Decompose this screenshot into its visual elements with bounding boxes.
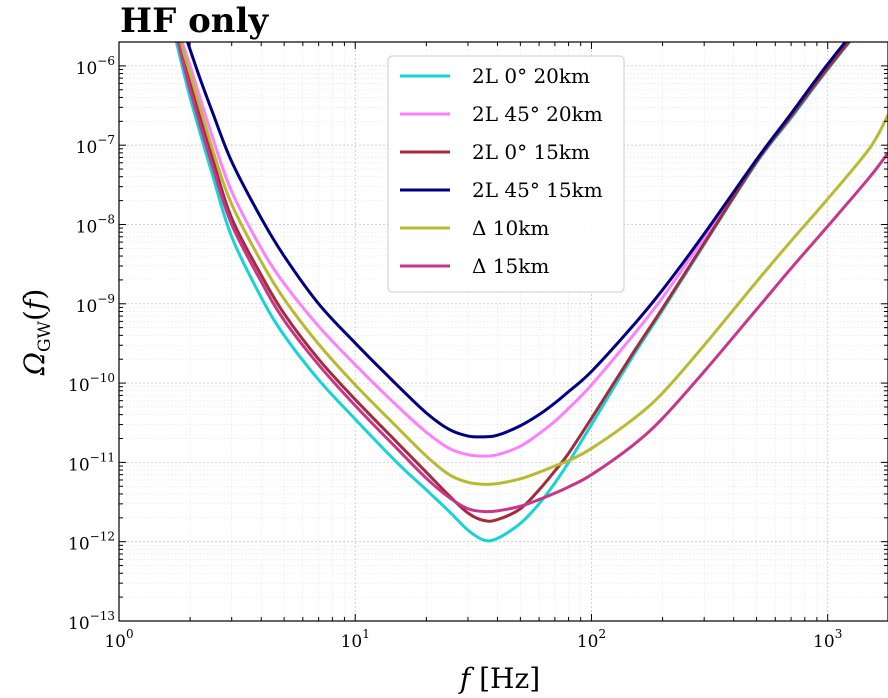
x-tick-label: 100: [104, 627, 133, 652]
grid: [118, 41, 888, 622]
legend: 2L 0° 20km 2L 45° 20km 2L 0° 15km 2L 45° 15…: [387, 55, 625, 293]
series-line-3: [186, 42, 848, 439]
plot-frame: [118, 41, 888, 622]
legend-label: 2L 0° 20km: [472, 64, 590, 88]
series-layer: [174, 42, 888, 543]
y-tick-label: 10−7: [76, 133, 115, 158]
legend-label: 2L 45° 20km: [472, 102, 603, 126]
y-tick-label: 10−6: [76, 54, 115, 79]
y-tick-label: 10−10: [68, 371, 115, 396]
legend-label: 2L 45° 15km: [472, 178, 603, 202]
legend-label: Δ 15km: [472, 254, 549, 278]
series-line-4: [179, 42, 888, 486]
legend-label: 2L 0° 15km: [472, 140, 590, 164]
series-line-2: [177, 42, 851, 523]
chart-title: HF only: [120, 1, 269, 41]
x-tick-label: 102: [577, 627, 606, 652]
y-tick-label: 10−13: [68, 609, 115, 634]
x-tick-label: 103: [813, 627, 842, 652]
x-axis-label: f [Hz]: [458, 662, 540, 695]
series-line-5: [176, 42, 888, 514]
legend-label: Δ 10km: [472, 216, 549, 240]
x-tick-label: 101: [341, 627, 370, 652]
y-tick-label: 10−8: [76, 212, 115, 237]
y-tick-label: 10−12: [68, 530, 115, 555]
y-tick-label: 10−9: [76, 292, 115, 317]
ticks: 100 101 102 103 10−13 10−12 10−11 10−10 10−9 10−8…: [68, 41, 888, 652]
y-axis-label: ΩGW(f): [18, 289, 55, 377]
y-tick-label: 10−11: [68, 450, 115, 475]
